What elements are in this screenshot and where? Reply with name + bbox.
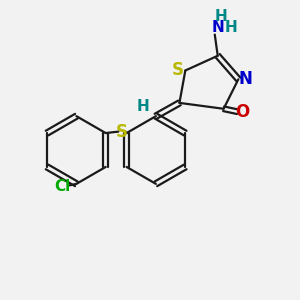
Text: H: H bbox=[214, 8, 227, 23]
Text: N: N bbox=[211, 20, 224, 35]
Text: N: N bbox=[239, 70, 253, 88]
Text: S: S bbox=[116, 123, 128, 141]
Text: H: H bbox=[225, 20, 237, 35]
Text: S: S bbox=[172, 61, 184, 80]
Text: O: O bbox=[236, 103, 250, 121]
Text: H: H bbox=[136, 99, 149, 114]
Text: Cl: Cl bbox=[54, 179, 70, 194]
